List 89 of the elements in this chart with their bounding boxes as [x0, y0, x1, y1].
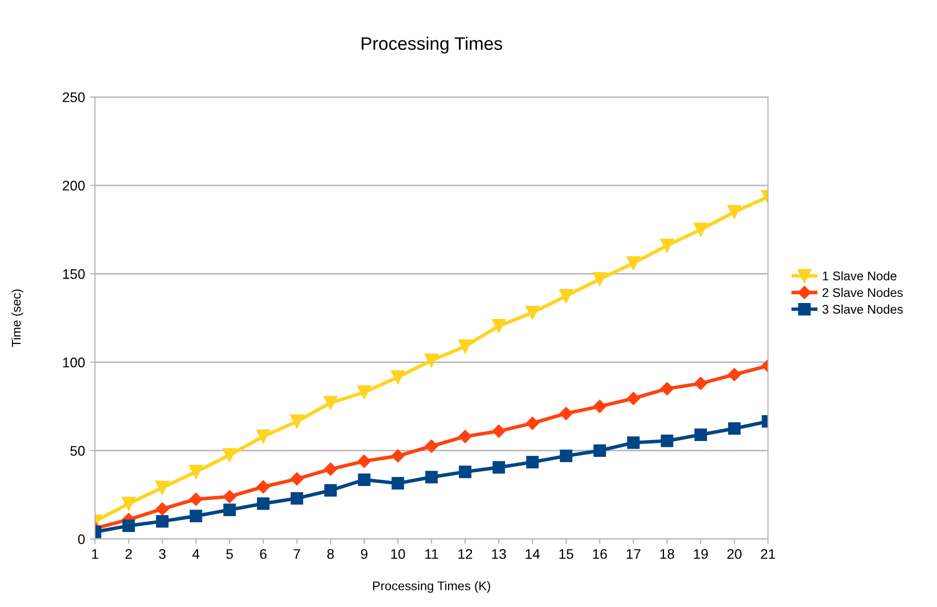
- point: [526, 416, 540, 430]
- y-tick-label: 250: [62, 92, 85, 102]
- point: [626, 256, 640, 270]
- point: [358, 474, 370, 486]
- point: [424, 440, 438, 453]
- legend-label: 2 Slave Nodes: [822, 288, 903, 298]
- point: [425, 470, 438, 484]
- x-tick-label: 20: [727, 549, 742, 559]
- point: [155, 480, 170, 495]
- x-tick-label: 4: [192, 549, 200, 559]
- point: [458, 339, 472, 354]
- point: [189, 492, 203, 506]
- point: [290, 414, 304, 428]
- chart-title: Processing Times: [362, 36, 502, 54]
- y-tick-label: 100: [63, 358, 85, 368]
- point: [357, 385, 372, 400]
- point: [593, 400, 606, 413]
- point: [257, 497, 270, 510]
- point: [458, 466, 472, 478]
- point: [694, 222, 708, 237]
- point: [660, 434, 674, 448]
- point: [627, 436, 640, 449]
- point: [189, 464, 203, 479]
- x-tick-label: 17: [626, 549, 640, 559]
- point: [424, 353, 438, 368]
- point: [626, 392, 640, 406]
- point: [256, 430, 270, 444]
- point: [458, 430, 472, 444]
- x-tick-label: 19: [694, 549, 708, 559]
- point: [222, 448, 237, 462]
- point: [358, 454, 371, 468]
- point: [324, 462, 338, 476]
- x-tick-label: 5: [226, 549, 233, 559]
- point: [190, 510, 202, 522]
- point: [660, 238, 674, 252]
- legend-label: 3 Slave Nodes: [822, 304, 903, 314]
- x-tick-label: 3: [158, 549, 166, 559]
- y-axis-title: Time (sec): [12, 289, 24, 347]
- x-tick-label: 9: [360, 549, 368, 559]
- point: [559, 288, 574, 303]
- point: [526, 456, 539, 468]
- point: [122, 519, 135, 532]
- point: [526, 306, 540, 320]
- point: [256, 480, 270, 494]
- point: [728, 368, 741, 382]
- point: [492, 424, 506, 438]
- point: [560, 450, 572, 462]
- point: [122, 496, 136, 511]
- point: [390, 370, 405, 384]
- x-tick-label: 11: [425, 549, 438, 559]
- legend-label: 1 Slave Node: [822, 271, 896, 280]
- point: [660, 382, 674, 396]
- point: [290, 492, 304, 505]
- point: [324, 396, 338, 410]
- point: [223, 504, 236, 516]
- point: [156, 515, 169, 528]
- point: [223, 490, 236, 504]
- y-tick-label: 150: [63, 269, 85, 279]
- point: [392, 477, 404, 490]
- point: [727, 204, 742, 219]
- y-tick-label: 0: [78, 534, 85, 544]
- x-tick-label: 6: [260, 549, 266, 559]
- point: [694, 428, 707, 441]
- x-axis-title: Processing Times (K): [373, 581, 490, 593]
- x-tick-label: 2: [125, 549, 132, 559]
- point: [156, 502, 169, 516]
- point: [492, 461, 506, 474]
- point: [324, 484, 337, 497]
- x-tick-label: 15: [559, 549, 574, 559]
- point: [290, 472, 304, 486]
- y-tick-label: 200: [62, 180, 85, 191]
- x-tick-label: 12: [458, 549, 472, 559]
- point: [391, 449, 404, 462]
- x-tick-label: 14: [526, 549, 540, 559]
- x-tick-label: 21: [760, 549, 776, 559]
- x-tick-label: 13: [492, 549, 506, 559]
- x-tick-label: 1: [92, 549, 98, 559]
- point: [492, 319, 506, 333]
- point: [594, 444, 606, 457]
- x-tick-label: 10: [391, 549, 406, 559]
- x-tick-label: 8: [327, 549, 334, 559]
- point: [592, 272, 607, 286]
- point: [560, 406, 573, 420]
- x-tick-label: 18: [660, 549, 674, 559]
- point: [728, 422, 741, 435]
- x-tick-label: 7: [294, 549, 300, 559]
- point: [694, 376, 708, 390]
- y-tick-label: 50: [70, 446, 85, 456]
- x-tick-label: 16: [593, 549, 607, 559]
